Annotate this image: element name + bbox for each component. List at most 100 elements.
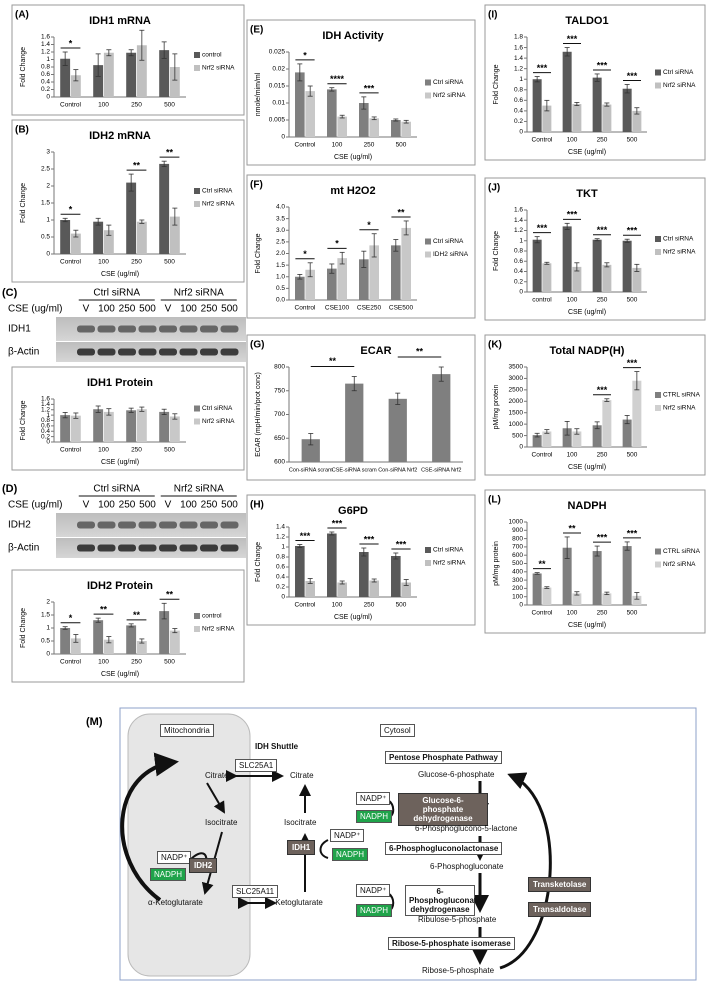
x-tick-label: 100 xyxy=(332,602,343,609)
y-tick-label: 2500 xyxy=(509,387,524,394)
significance-label: ** xyxy=(538,559,546,569)
bar xyxy=(572,593,582,605)
y-tick-label: 1 xyxy=(46,56,50,63)
mitochondria-compartment xyxy=(127,713,251,977)
significance-label: *** xyxy=(364,83,375,93)
y-tick-label: 400 xyxy=(512,569,523,576)
y-tick-label: 0.2 xyxy=(276,584,285,591)
legend-swatch xyxy=(655,548,661,555)
diagram-node: Ribose-5-phosphate xyxy=(422,966,495,975)
chart-title: IDH2 mRNA xyxy=(89,130,151,142)
y-tick-label: 0.8 xyxy=(514,86,523,93)
error-bar xyxy=(62,626,68,630)
bar xyxy=(391,245,401,300)
bar xyxy=(401,121,411,137)
y-tick-label: 300 xyxy=(512,577,523,584)
diagram-node: Transketolase xyxy=(528,877,592,892)
blot-band xyxy=(77,521,95,529)
error-bar xyxy=(339,114,345,119)
error-bar xyxy=(534,236,540,244)
bar xyxy=(572,266,582,292)
bar xyxy=(70,415,81,442)
blot-lane-label: 250 xyxy=(201,500,218,511)
y-tick-label: 0.5 xyxy=(41,234,50,241)
legend-swatch xyxy=(194,418,200,425)
legend-label: Ctrl siRNA xyxy=(202,405,233,412)
significance-label: *** xyxy=(567,34,578,44)
significance-label: *** xyxy=(300,531,311,541)
error-bar xyxy=(106,408,112,416)
error-bar xyxy=(438,366,444,382)
x-tick-label: Control xyxy=(295,142,317,149)
bar xyxy=(337,258,347,300)
x-tick-label: Control xyxy=(60,102,82,109)
legend-label: Ctrl siRNA xyxy=(433,547,464,554)
y-tick-label: 1.6 xyxy=(514,44,523,51)
y-tick-label: 1.8 xyxy=(514,34,523,41)
legend-label: control xyxy=(202,613,222,620)
legend-label: control xyxy=(202,52,222,59)
error-bar xyxy=(307,578,313,584)
error-bar xyxy=(172,53,178,81)
error-bar xyxy=(395,392,401,405)
diagram-node: Pentose Phosphate Pathway xyxy=(385,751,502,764)
bar xyxy=(592,239,602,292)
error-bar xyxy=(393,552,399,560)
y-axis-label: ECAR (mpH/min/prot conc) xyxy=(255,372,262,457)
error-bar xyxy=(308,433,314,446)
bar xyxy=(169,67,180,97)
x-tick-label: 250 xyxy=(597,137,608,144)
error-bar xyxy=(329,263,335,274)
bar xyxy=(388,398,407,462)
y-tick-label: 500 xyxy=(512,560,523,567)
legend-swatch xyxy=(655,82,661,89)
panel-label: (M) xyxy=(86,716,103,728)
error-bar xyxy=(544,429,550,434)
bar xyxy=(391,120,401,137)
significance-label: ** xyxy=(397,207,405,217)
legend-label: CTRL siRNA xyxy=(663,548,701,555)
x-tick-label: 100 xyxy=(567,452,578,459)
bar xyxy=(532,435,542,447)
error-bar xyxy=(128,49,134,57)
chart-title: ECAR xyxy=(360,345,391,357)
y-tick-label: 1 xyxy=(519,237,523,244)
y-tick-label: 3 xyxy=(46,149,50,156)
error-bar xyxy=(361,547,367,557)
bar xyxy=(93,65,104,97)
y-tick-label: 0 xyxy=(46,251,50,258)
chart-title: Total NADP(H) xyxy=(550,345,625,357)
legend-swatch xyxy=(194,613,200,619)
significance-label: ** xyxy=(133,160,141,170)
y-tick-label: 0 xyxy=(519,129,523,136)
significance-label: *** xyxy=(332,518,343,528)
error-bar xyxy=(73,69,79,82)
diagram-node: IDH2 xyxy=(189,858,218,873)
x-tick-label: 250 xyxy=(131,259,142,266)
x-tick-label: CSE250 xyxy=(357,305,382,312)
blot-lane-label: 100 xyxy=(98,304,115,315)
x-axis-label: CSE (ug/ml) xyxy=(568,622,606,629)
blot-band xyxy=(118,325,136,333)
x-tick-label: 500 xyxy=(164,259,175,266)
y-tick-label: 0.6 xyxy=(514,258,523,265)
error-bar xyxy=(62,412,68,419)
significance-label: *** xyxy=(597,385,608,395)
y-tick-label: 1.2 xyxy=(514,227,523,234)
y-tick-label: 0.4 xyxy=(514,268,523,275)
y-tick-label: 0.02 xyxy=(272,66,285,73)
bar xyxy=(301,439,320,462)
legend-swatch xyxy=(655,69,661,76)
error-bar xyxy=(339,251,345,265)
bar xyxy=(359,103,369,137)
legend-label: Nrf2 siRNA xyxy=(663,82,696,89)
diagram-node: 6-Phosphogluconate xyxy=(430,862,504,871)
legend-label: IDH2 siRNA xyxy=(433,251,469,258)
bar xyxy=(532,573,542,605)
bar xyxy=(136,221,147,254)
x-tick-label: Control xyxy=(532,610,554,617)
panel-label: (J) xyxy=(488,183,500,194)
blot-lane-label: 250 xyxy=(119,500,136,511)
legend-label: Ctrl siRNA xyxy=(663,236,694,243)
bar xyxy=(572,431,582,447)
